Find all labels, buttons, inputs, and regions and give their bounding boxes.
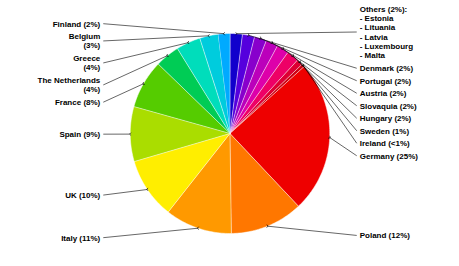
svg-text:Slovaquia (2%): Slovaquia (2%) — [360, 102, 417, 111]
svg-text:Ireland (<1%): Ireland (<1%) — [360, 139, 410, 148]
svg-text:UK (10%): UK (10%) — [65, 191, 100, 200]
svg-text:Spain (9%): Spain (9%) — [59, 130, 100, 139]
svg-text:Hungary (2%): Hungary (2%) — [360, 114, 412, 123]
svg-text:Others (2%):- Estonia- Lituani: Others (2%):- Estonia- Lituania- Latvia-… — [360, 5, 413, 60]
svg-text:Germany (25%): Germany (25%) — [360, 152, 419, 161]
svg-text:Denmark (2%): Denmark (2%) — [360, 64, 414, 73]
svg-text:Finland (2%): Finland (2%) — [53, 20, 101, 29]
svg-text:Italy (11%): Italy (11%) — [61, 234, 100, 243]
svg-text:Poland (12%): Poland (12%) — [360, 231, 411, 240]
svg-text:Greece(4%): Greece(4%) — [73, 54, 101, 72]
svg-text:Austria (2%): Austria (2%) — [360, 89, 407, 98]
svg-text:The Netherlands(4%): The Netherlands(4%) — [38, 76, 101, 94]
svg-text:Sweden (1%): Sweden (1%) — [360, 127, 410, 136]
svg-text:Belgium(3%): Belgium(3%) — [69, 32, 101, 50]
svg-text:Portugal (2%): Portugal (2%) — [360, 77, 412, 86]
svg-text:France (8%): France (8%) — [55, 98, 101, 107]
